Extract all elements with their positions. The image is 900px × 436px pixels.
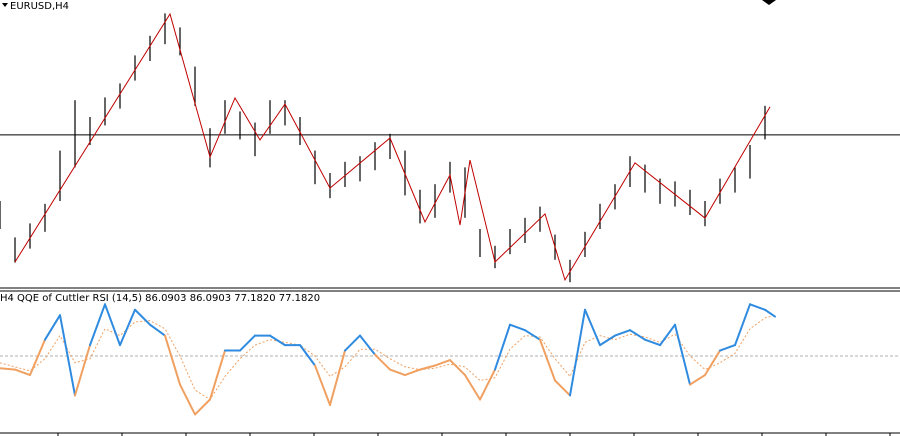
fast-segment <box>719 344 736 352</box>
fast-segment <box>269 334 286 347</box>
fast-segment <box>449 359 466 377</box>
fast-segment <box>29 338 46 377</box>
fast-segment <box>749 303 766 311</box>
fast-segment <box>119 308 136 347</box>
fast-segment <box>194 398 211 416</box>
fast-segment <box>149 323 166 337</box>
fast-segment <box>104 303 121 347</box>
fast-segment <box>374 353 391 371</box>
fast-segment <box>329 349 346 406</box>
fast-segment <box>164 334 181 386</box>
fast-segment <box>404 368 421 377</box>
fast-segment <box>59 314 76 397</box>
zigzag-line <box>14 12 771 282</box>
fast-segment <box>689 374 706 386</box>
fast-segment <box>539 338 556 382</box>
fast-segment <box>659 323 676 347</box>
fast-segment <box>764 308 776 318</box>
fast-segment <box>44 314 61 341</box>
fast-segment <box>14 368 31 377</box>
fast-segment <box>134 308 151 326</box>
fast-segment <box>614 329 631 337</box>
fast-segment <box>704 349 721 377</box>
fast-segment <box>389 368 406 377</box>
fast-segment <box>209 349 226 401</box>
fast-segment <box>0 367 16 371</box>
fast-segment <box>509 323 526 332</box>
fast-segment <box>479 368 496 401</box>
fast-segment <box>569 308 586 397</box>
fast-segment <box>419 364 436 371</box>
chart-title: EURUSD,H4 <box>10 1 69 12</box>
fast-segment <box>464 374 481 401</box>
fast-segment <box>434 359 451 367</box>
fast-segment <box>674 323 691 386</box>
fast-segment <box>554 379 571 397</box>
fast-segment <box>299 344 316 367</box>
fast-segment <box>599 334 616 347</box>
slow-line <box>0 314 776 401</box>
fast-segment <box>74 344 91 397</box>
indicator-title: H4 QQE of Cuttler RSI (14,5) 86.0903 86.… <box>0 293 320 304</box>
menu-icon[interactable] <box>2 3 8 7</box>
fast-segment <box>344 334 361 352</box>
fast-segment <box>179 383 196 416</box>
fast-segment <box>524 329 541 341</box>
fast-segment <box>239 334 256 352</box>
fast-segment <box>89 303 106 347</box>
fast-segment <box>359 334 376 356</box>
fast-segment <box>584 308 601 347</box>
fast-segment <box>629 329 646 341</box>
fast-segment <box>314 364 331 406</box>
fast-segment <box>734 303 751 347</box>
fast-segment <box>644 338 661 347</box>
marker <box>762 0 776 5</box>
fast-segment <box>494 323 511 371</box>
